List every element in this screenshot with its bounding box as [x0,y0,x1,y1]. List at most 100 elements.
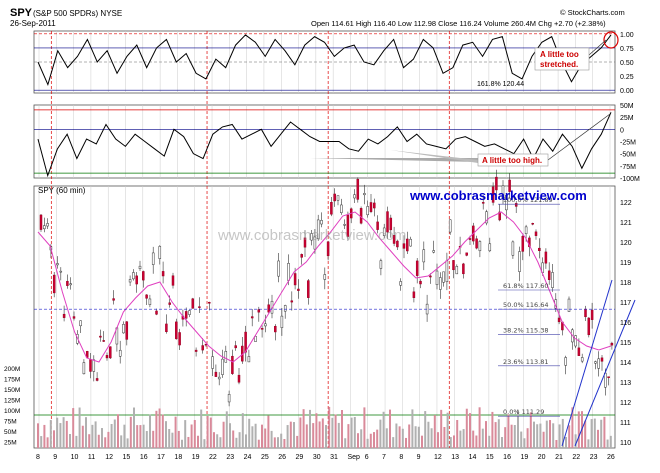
volume-bar [53,430,55,448]
volume-bar [133,407,135,448]
volume-bar [568,425,571,448]
volume-bar [206,415,209,448]
axes: 1101111121131141151161171181191201211228… [36,200,632,461]
header-copyright: © StockCharts.com [560,8,625,17]
candle-body [250,316,254,319]
volume-bar [478,407,481,448]
volume-bar [197,435,199,448]
candle-body [105,355,109,359]
volume-bar [507,414,510,448]
volume-bar [113,419,116,448]
osc1-y-tick: 0.25 [620,74,634,81]
osc2-y-tick: 50M [620,103,634,110]
candle-body [373,202,376,209]
volume-bar [257,439,260,448]
volume-bar [353,416,356,448]
volume-bar [94,421,97,448]
candle-body [406,238,409,252]
candle-body [508,179,511,192]
candle-body [191,298,195,309]
osc2-y-tick: -50M [620,152,636,159]
volume-bar [59,423,62,448]
volume-bar [497,419,500,448]
candle-body [468,238,472,240]
candle-body [366,206,369,216]
candle-body [125,321,129,340]
fib-label: 23.6% 113.81 [503,358,548,366]
candle-body [340,204,343,213]
volume-bar [536,424,539,448]
candle-body [89,359,92,372]
volume-bar [376,429,379,448]
candle-body [244,331,247,353]
candle-body [82,362,86,375]
x-tick-label: 22 [572,454,580,461]
volume-bar [222,421,225,448]
candle-body [538,247,541,251]
x-tick-label: 19 [520,454,528,461]
volume-bar [469,413,471,448]
candle-body [399,281,402,286]
osc2-y-tick: 25M [620,115,634,122]
volume-bar [405,437,407,448]
candle-body [224,351,228,363]
candle-body [594,361,597,364]
candle-body [577,347,581,356]
volume-bar [373,432,375,448]
volume-tick: 25M [4,440,17,447]
candle-body [382,227,386,236]
candle-body [320,220,323,225]
volume-bar [331,417,334,448]
x-tick-label: 24 [244,454,252,461]
candle-body [175,321,178,340]
x-tick-label: 9 [417,454,421,461]
volume-bar [325,425,327,448]
candle-body [307,280,310,298]
candle-body [280,315,284,328]
volume-bar [472,430,475,448]
candle-body [402,243,406,249]
volume-bar [165,421,167,448]
volume-bar [504,427,507,448]
volume-bar [136,425,139,448]
volume-bar [289,421,292,448]
osc2-series [37,112,612,178]
volume-bar [126,438,129,448]
price-y-tick: 118 [620,280,631,287]
volume-bar [184,420,187,448]
volume-bar [139,425,142,448]
header-date: 26-Sep-2011 [10,19,56,28]
volume-bar [302,409,305,448]
volume-bar [600,419,603,448]
candle-body [346,214,350,237]
candle-body [511,241,515,256]
price-y-tick: 114 [620,360,631,367]
volume-bar [350,417,353,448]
price-y-tick: 115 [620,340,631,347]
moving-average [37,211,612,363]
volume-bar [552,423,555,448]
candle-body [415,260,419,276]
candle-body [99,335,102,338]
x-tick-label: 21 [555,454,563,461]
fib-label: 0.0% 111.29 [503,408,544,416]
price-y-tick: 117 [620,300,631,307]
x-tick-label: 8 [399,454,403,461]
candle-body [257,309,261,313]
candle-body [564,357,567,366]
volume-bar [517,409,519,448]
candle-body [547,270,551,280]
panel-frame-3 [33,185,616,449]
candle-body [369,202,373,212]
volume-bar [398,426,401,448]
candle-body [452,260,455,271]
candle-body [316,219,320,240]
volume-bar [273,437,276,448]
x-tick-label: 12 [105,454,113,461]
price-y-tick: 112 [620,400,631,407]
osc2-y-tick: -75M [620,164,636,171]
volume-bar [171,432,174,448]
volume-bar [369,433,372,448]
volume-bar [561,418,564,448]
